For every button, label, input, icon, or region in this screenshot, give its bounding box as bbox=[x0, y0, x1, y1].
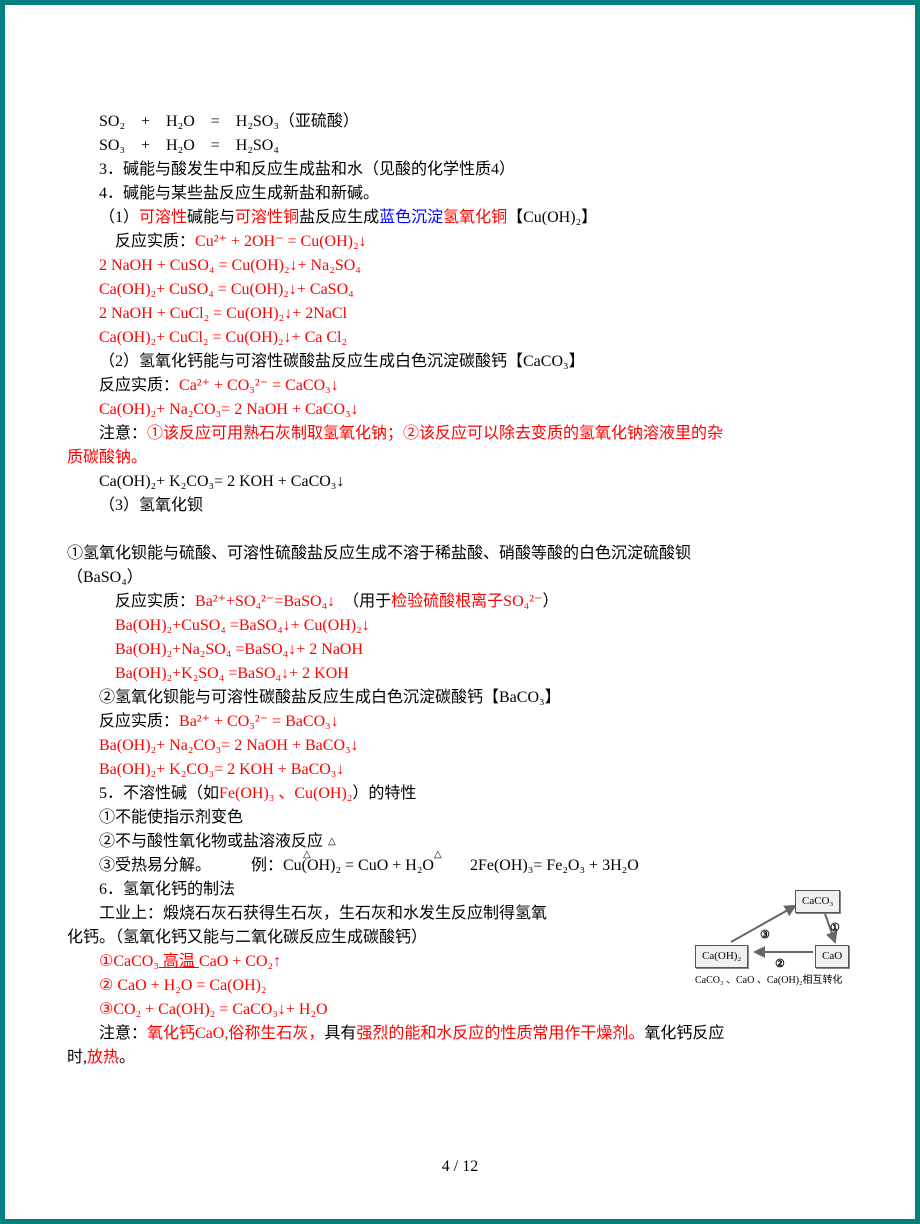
document-page: SO₂ + H₂O = H₂SO₃（亚硫酸） SO₃ + H₂O = H₂SO₄… bbox=[5, 5, 915, 1219]
document-content: SO₂ + H₂O = H₂SO₃（亚硫酸） SO₃ + H₂O = H₂SO₄… bbox=[67, 110, 727, 1070]
text: 注意： bbox=[67, 1022, 147, 1046]
text-line: 3．碱能与酸发生中和反应生成盐和水（见酸的化学性质4） bbox=[67, 158, 727, 182]
text-red: ①CaCO₃ bbox=[99, 953, 159, 970]
equation-red: Ca²⁺ + CO₃²⁻ = CaCO₃↓ bbox=[179, 377, 339, 394]
text-red: 可溶性 bbox=[139, 209, 187, 226]
text: 反应实质： bbox=[115, 593, 195, 610]
text: ）的特性 bbox=[352, 785, 416, 802]
equation: SO₃ + H₂O = H₂SO₄ bbox=[99, 137, 279, 154]
text-red-underline: 高温 bbox=[159, 953, 199, 970]
equation-red: Ca(OH)₂+ Na₂CO₃= 2 NaOH + CaCO₃↓ bbox=[67, 398, 727, 422]
equation-red: Cu²⁺ + 2OH⁻ = Cu(OH)₂↓ bbox=[195, 233, 367, 250]
text-line: ②不与酸性氧化物或盐溶液反应 △ bbox=[67, 830, 727, 854]
note-line: 注意：①该反应可用熟石灰制取氢氧化钠；②该反应可以除去变质的氢氧化钠溶液里的杂质… bbox=[67, 422, 727, 470]
text-red: ①该反应可用熟石灰制取氢氧化钠；②该反应可以除去变质的氢氧化钠溶液里的杂质碳酸钠… bbox=[67, 425, 723, 466]
text-red: 铜 bbox=[283, 209, 299, 226]
text-line: 6．氢氧化钙的制法 bbox=[67, 878, 727, 902]
page-number: 4 / 12 bbox=[5, 1155, 915, 1179]
text-red: 氧化钙CaO,俗称生石灰， bbox=[147, 1025, 324, 1042]
diagram-label-1: ① bbox=[830, 920, 840, 937]
text: ） bbox=[542, 593, 558, 610]
text: 反应实质： bbox=[115, 233, 195, 250]
text-line: 4．碱能与某些盐反应生成新盐和新碱。 bbox=[67, 182, 727, 206]
text: 碱能与 bbox=[187, 209, 235, 226]
text-red: 强烈的能和水反应的性质常用作干燥剂。 bbox=[356, 1025, 644, 1042]
note-line: 注意：氧化钙CaO,俗称生石灰，具有强烈的能和水反应的性质常用作干燥剂。氧化钙反… bbox=[67, 1022, 727, 1070]
equation-red: Ba(OH)₂+K₂SO₄ =BaSO₄↓+ 2 KOH bbox=[67, 662, 727, 686]
text: 反应实质： bbox=[99, 713, 179, 730]
triangle-icon: △ bbox=[302, 847, 312, 862]
equation-red: Ba(OH)₂+ Na₂CO₃= 2 NaOH + BaCO₃↓ bbox=[67, 734, 727, 758]
text: 工业上：煅烧石灰石获得生石灰，生石灰和水发生反应制得氢氧化钙。（氢氧化钙又能与二… bbox=[67, 905, 547, 946]
text-blue: 蓝色沉淀 bbox=[379, 209, 443, 226]
text-line: SO₃ + H₂O = H₂SO₄ bbox=[67, 134, 727, 158]
text-red: Fe(OH)₃ 、Cu(OH)₂ bbox=[219, 785, 352, 802]
equation-red: Ba(OH)₂+ K₂CO₃= 2 KOH + BaCO₃↓ bbox=[67, 758, 727, 782]
text-line: 反应实质：Ba²⁺+SO₄²⁻=BaSO₄↓ （用于检验硫酸根离子SO₄²⁻） bbox=[67, 590, 727, 614]
triangle-icon: △ bbox=[433, 847, 443, 862]
text-line: ①不能使指示剂变色 bbox=[67, 806, 727, 830]
diagram-box-right: CaO bbox=[815, 945, 849, 968]
text: 具有 bbox=[324, 1025, 356, 1042]
diagram-caption: CaCO₃ 、CaO 、Ca(OH)₂相互转化 bbox=[695, 973, 875, 988]
text-line: 反应实质：Cu²⁺ + 2OH⁻ = Cu(OH)₂↓ bbox=[67, 230, 727, 254]
equation: SO₂ + H₂O = H₂SO₃（亚硫酸） bbox=[99, 113, 359, 130]
equation-red: Ca(OH)₂+ CuSO₄ = Cu(OH)₂↓+ CaSO₄ bbox=[67, 278, 727, 302]
text-red: 检验硫酸根离子SO₄²⁻ bbox=[391, 593, 542, 610]
equation-red: Ba(OH)₂+CuSO₄ =BaSO₄↓+ Cu(OH)₂↓ bbox=[67, 614, 727, 638]
equation-red: Ba(OH)₂+Na₂SO₄ =BaSO₄↓+ 2 NaOH bbox=[67, 638, 727, 662]
text: 【Cu(OH)₂】 bbox=[507, 209, 597, 226]
equation-red: Ba²⁺+SO₄²⁻=BaSO₄↓ bbox=[195, 593, 335, 610]
equation: Ca(OH)₂+ K₂CO₃= 2 KOH + CaCO₃↓ bbox=[67, 470, 727, 494]
equation: ③受热易分解。 例：Cu(OH)₂ = CuO + H₂O 2Fe(OH)₃= … bbox=[99, 857, 639, 874]
text-line: ②氢氧化钡能与可溶性碳酸盐反应生成白色沉淀碳酸钙【BaCO₃】 bbox=[67, 686, 727, 710]
text-red: 可溶性 bbox=[235, 209, 283, 226]
text-line: 5．不溶性碱（如Fe(OH)₃ 、Cu(OH)₂）的特性 bbox=[67, 782, 727, 806]
triangle-icon: △ bbox=[327, 834, 337, 849]
text: ②不与酸性氧化物或盐溶液反应 bbox=[99, 833, 323, 850]
text: 。 bbox=[119, 1049, 135, 1066]
text-red: 氢氧化铜 bbox=[443, 209, 507, 226]
text: 盐反应生成 bbox=[299, 209, 379, 226]
text-line: 反应实质：Ca²⁺ + CO₃²⁻ = CaCO₃↓ bbox=[67, 374, 727, 398]
diagram-label-2: ② bbox=[775, 956, 785, 973]
blank-line bbox=[67, 518, 727, 542]
diagram-label-3: ③ bbox=[760, 927, 770, 944]
text-line: （1）可溶性碱能与可溶性铜盐反应生成蓝色沉淀氢氧化铜【Cu(OH)₂】 bbox=[67, 206, 727, 230]
equation-red: ①CaCO₃ 高温 CaO + CO₂↑ bbox=[67, 950, 727, 974]
text-line: 反应实质：Ba²⁺ + CO₃²⁻ = BaCO₃↓ bbox=[67, 710, 727, 734]
equation-red: ② CaO + H₂O = Ca(OH)₂ bbox=[67, 974, 727, 998]
equation-red: Ba²⁺ + CO₃²⁻ = BaCO₃↓ bbox=[179, 713, 339, 730]
text-line: 工业上：煅烧石灰石获得生石灰，生石灰和水发生反应制得氢氧化钙。（氢氧化钙又能与二… bbox=[67, 902, 727, 950]
text-red: 放热 bbox=[87, 1049, 119, 1066]
text: 4．碱能与某些盐反应生成新盐和新碱。 bbox=[99, 185, 379, 202]
text: （1） bbox=[99, 209, 139, 226]
equation-red: ③CO₂ + Ca(OH)₂ = CaCO₃↓+ H₂O bbox=[67, 998, 727, 1022]
text-line: ①氢氧化钡能与硫酸、可溶性硫酸盐反应生成不溶于稀盐酸、硝酸等酸的白色沉淀硫酸钡（… bbox=[67, 542, 727, 590]
text-line: （3）氢氧化钡 bbox=[67, 494, 727, 518]
equation-red: Ca(OH)₂+ CuCl₂ = Cu(OH)₂↓+ Ca Cl₂ bbox=[67, 326, 727, 350]
text: 反应实质： bbox=[99, 377, 179, 394]
text-line: △ △ ③受热易分解。 例：Cu(OH)₂ = CuO + H₂O 2Fe(OH… bbox=[67, 854, 727, 878]
text: 注意： bbox=[67, 422, 147, 446]
text-line: （2）氢氧化钙能与可溶性碳酸盐反应生成白色沉淀碳酸钙【CaCO₃】 bbox=[67, 350, 727, 374]
diagram-box-top: CaCO₃ bbox=[795, 890, 840, 913]
equation-red: 2 NaOH + CuSO₄ = Cu(OH)₂↓+ Na₂SO₄ bbox=[67, 254, 727, 278]
text-line: SO₂ + H₂O = H₂SO₃（亚硫酸） bbox=[67, 110, 727, 134]
diagram-box-left: Ca(OH)₂ bbox=[695, 945, 748, 968]
text: 5．不溶性碱（如 bbox=[99, 785, 219, 802]
text: 3．碱能与酸发生中和反应生成盐和水（见酸的化学性质4） bbox=[99, 161, 515, 178]
text: （用于 bbox=[343, 593, 391, 610]
text-red: CaO + CO₂↑ bbox=[199, 953, 281, 970]
equation-red: 2 NaOH + CuCl₂ = Cu(OH)₂↓+ 2NaCl bbox=[67, 302, 727, 326]
